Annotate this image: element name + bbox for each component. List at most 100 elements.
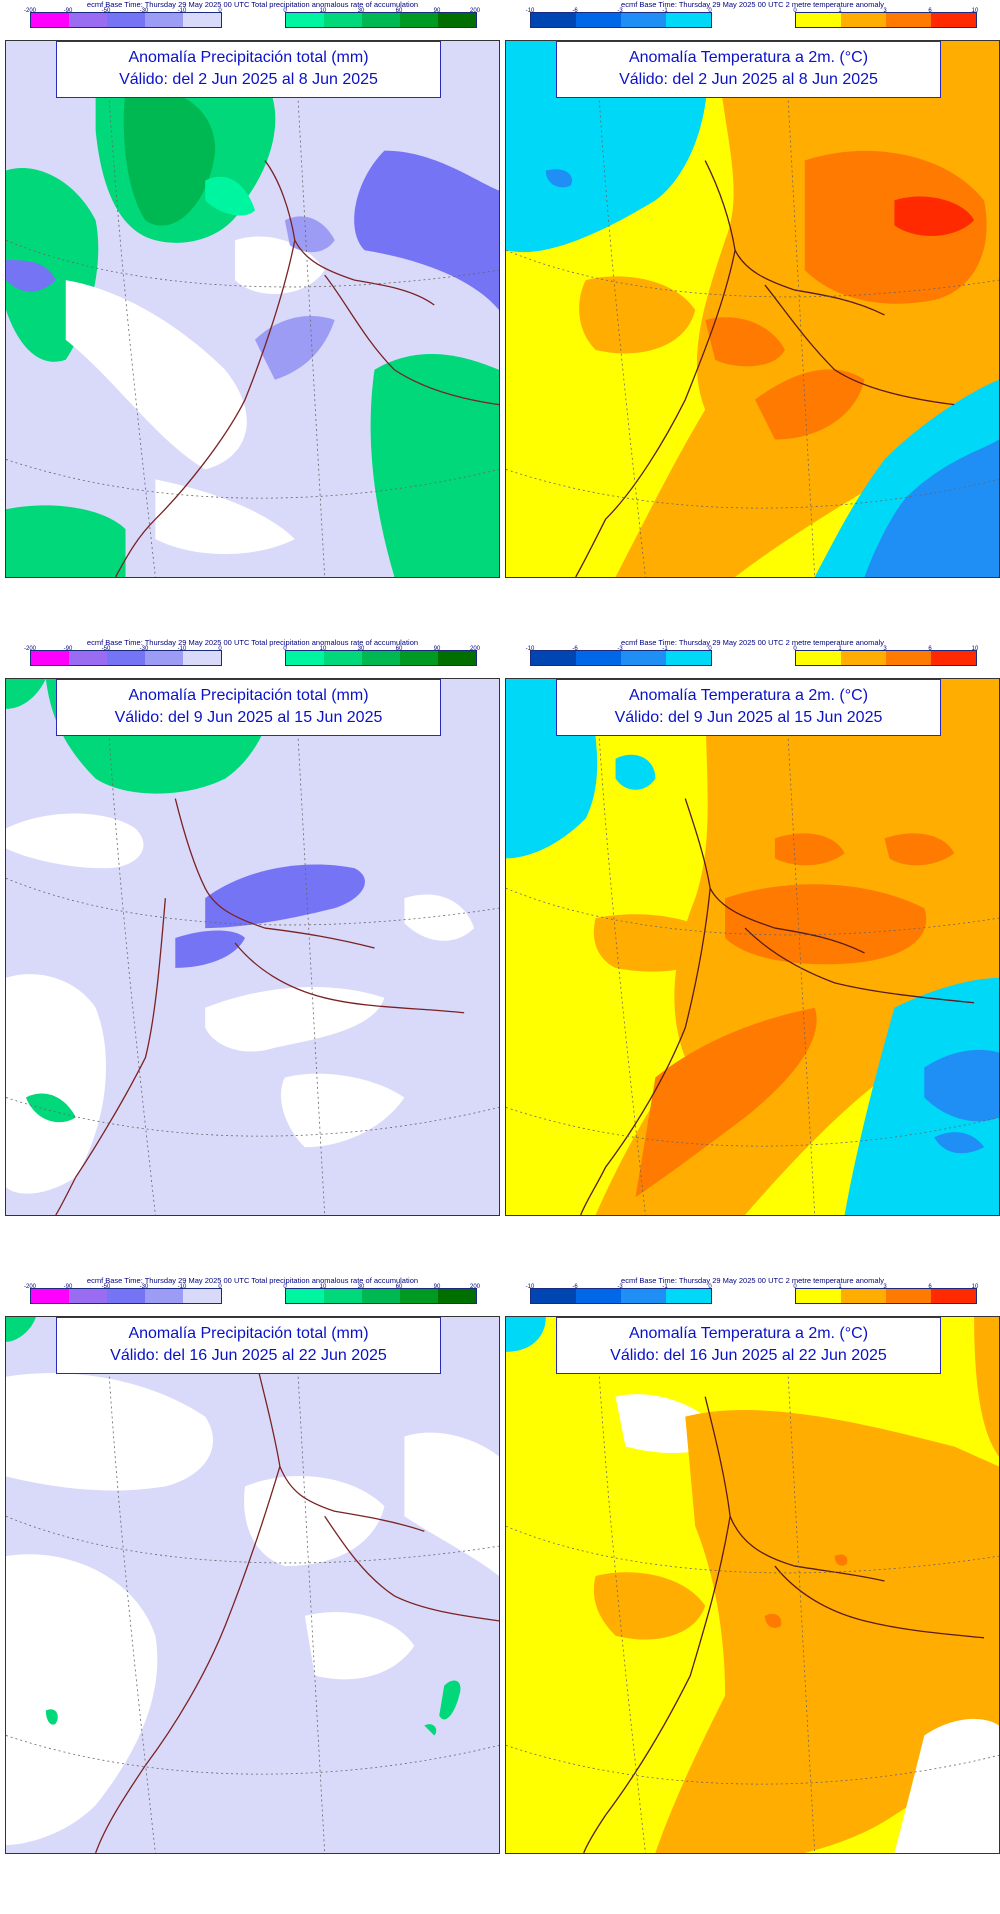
legend-tick: 3 [883,8,887,14]
legend-tick: 0 [708,8,712,14]
legend-tick: -200 [23,1284,37,1290]
legend-tick: -10 [177,1284,187,1290]
map-valid-period: Válido: del 2 Jun 2025 al 8 Jun 2025 [619,71,878,88]
legend-tick: -6 [572,8,578,14]
legend-tick: 6 [928,8,932,14]
legend-header: ecmf Base Time: Thursday 29 May 2025 00 … [505,1276,1000,1328]
temp-anomaly-map: Anomalía Temperatura a 2m. (°C) Válido: … [505,678,1000,1216]
map-title-box: Anomalía Precipitación total (mm) Válido… [56,41,441,98]
map-valid-period: Válido: del 9 Jun 2025 al 15 Jun 2025 [614,709,883,726]
panel-precip-week3: ecmf Base Time: Thursday 29 May 2025 00 … [5,1276,500,1896]
base-time-text: ecmf Base Time: Thursday 29 May 2025 00 … [86,1276,419,1285]
legend-tick: 1 [838,1284,842,1290]
base-time-text: ecmf Base Time: Thursday 29 May 2025 00 … [621,0,884,9]
legend-temp-positive [795,12,977,28]
legend-tick: -90 [63,646,73,652]
legend-tick: 10 [319,1284,327,1290]
map-valid-period: Válido: del 2 Jun 2025 al 8 Jun 2025 [119,71,378,88]
precip-anomaly-field [6,1317,499,1853]
legend-tick: 3 [883,1284,887,1290]
legend-ticks: -200 -90 -50 -30 -10 0 0 10 30 60 90 200 [5,646,500,654]
map-title: Anomalía Temperatura a 2m. (°C) [628,49,869,66]
legend-header: ecmf Base Time: Thursday 29 May 2025 00 … [5,0,500,52]
legend-temp-positive [795,650,977,666]
legend-header: ecmf Base Time: Thursday 29 May 2025 00 … [5,1276,500,1328]
legend-tick: -50 [101,646,111,652]
map-title: Anomalía Precipitación total (mm) [128,687,369,704]
precip-anomaly-map: Anomalía Precipitación total (mm) Válido… [5,1316,500,1854]
legend-tick: -3 [617,1284,623,1290]
legend-tick: 0 [283,646,287,652]
legend-tick: -1 [662,8,668,14]
legend-header: ecmf Base Time: Thursday 29 May 2025 00 … [505,638,1000,690]
legend-header: ecmf Base Time: Thursday 29 May 2025 00 … [505,0,1000,52]
legend-tick: -10 [177,646,187,652]
legend-ticks: -10 -6 -3 -1 0 0 1 3 6 10 [505,8,1000,16]
legend-tick: -200 [23,646,37,652]
legend-tick: -10 [525,646,535,652]
map-valid-period: Válido: del 9 Jun 2025 al 15 Jun 2025 [114,709,383,726]
legend-tick: 10 [971,1284,979,1290]
temp-anomaly-map: Anomalía Temperatura a 2m. (°C) Válido: … [505,40,1000,578]
legend-tick: -90 [63,1284,73,1290]
legend-tick: 0 [218,1284,222,1290]
legend-precip-negative [30,12,222,28]
map-title-box: Anomalía Precipitación total (mm) Válido… [56,1317,441,1374]
legend-tick: -6 [572,1284,578,1290]
map-valid-period: Válido: del 16 Jun 2025 al 22 Jun 2025 [110,1347,387,1364]
legend-tick: 0 [283,1284,287,1290]
legend-tick: -30 [139,646,149,652]
legend-tick: -30 [139,8,149,14]
map-title-box: Anomalía Temperatura a 2m. (°C) Válido: … [556,41,941,98]
map-title-box: Anomalía Temperatura a 2m. (°C) Válido: … [556,679,941,736]
legend-tick: 6 [928,646,932,652]
legend-tick: 0 [708,1284,712,1290]
legend-tick: 0 [793,1284,797,1290]
legend-tick: 200 [469,646,481,652]
temp-anomaly-field [506,41,999,577]
map-title: Anomalía Precipitación total (mm) [128,49,369,66]
legend-tick: 0 [708,646,712,652]
legend-tick: -3 [617,646,623,652]
map-title-box: Anomalía Temperatura a 2m. (°C) Válido: … [556,1317,941,1374]
legend-tick: -1 [662,1284,668,1290]
legend-header: ecmf Base Time: Thursday 29 May 2025 00 … [5,638,500,690]
panel-temp-week1: ecmf Base Time: Thursday 29 May 2025 00 … [505,0,1000,620]
legend-tick: 200 [469,8,481,14]
legend-precip-negative [30,1288,222,1304]
map-valid-period: Válido: del 16 Jun 2025 al 22 Jun 2025 [610,1347,887,1364]
legend-ticks: -200 -90 -50 -30 -10 0 0 10 30 60 90 200 [5,1284,500,1292]
legend-precip-positive [285,12,477,28]
map-title-box: Anomalía Precipitación total (mm) Válido… [56,679,441,736]
legend-tick: 0 [283,8,287,14]
temp-anomaly-field [506,679,999,1215]
legend-tick: 30 [357,646,365,652]
legend-tick: -90 [63,8,73,14]
legend-tick: 10 [319,8,327,14]
legend-ticks: -10 -6 -3 -1 0 0 1 3 6 10 [505,1284,1000,1292]
precip-anomaly-map: Anomalía Precipitación total (mm) Válido… [5,40,500,578]
map-title: Anomalía Temperatura a 2m. (°C) [628,1325,869,1342]
legend-tick: 0 [218,646,222,652]
map-title: Anomalía Temperatura a 2m. (°C) [628,687,869,704]
map-title: Anomalía Precipitación total (mm) [128,1325,369,1342]
legend-tick: 30 [357,1284,365,1290]
legend-precip-positive [285,1288,477,1304]
temp-anomaly-field [506,1317,999,1853]
precip-anomaly-field [6,41,499,577]
legend-temp-negative [530,650,712,666]
legend-tick: 10 [971,646,979,652]
legend-tick: 90 [433,646,441,652]
legend-tick: -10 [525,8,535,14]
temp-anomaly-map: Anomalía Temperatura a 2m. (°C) Válido: … [505,1316,1000,1854]
legend-precip-negative [30,650,222,666]
legend-tick: 90 [433,8,441,14]
legend-tick: 60 [395,646,403,652]
legend-tick: 0 [218,8,222,14]
legend-tick: -50 [101,1284,111,1290]
legend-tick: 60 [395,8,403,14]
legend-tick: -6 [572,646,578,652]
legend-tick: 0 [793,8,797,14]
legend-tick: 200 [469,1284,481,1290]
legend-tick: -3 [617,8,623,14]
